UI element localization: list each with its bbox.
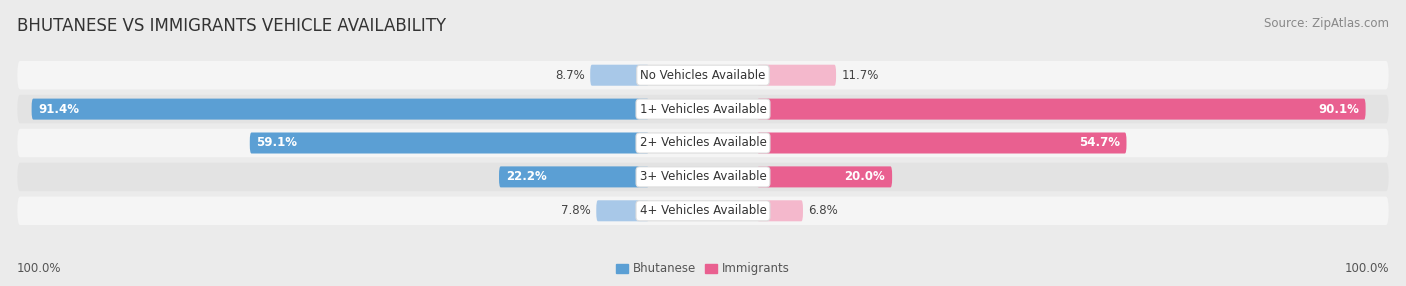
- FancyBboxPatch shape: [756, 166, 893, 187]
- FancyBboxPatch shape: [17, 95, 1389, 123]
- FancyBboxPatch shape: [756, 65, 837, 86]
- Text: 4+ Vehicles Available: 4+ Vehicles Available: [640, 204, 766, 217]
- FancyBboxPatch shape: [31, 99, 650, 120]
- Text: 8.7%: 8.7%: [555, 69, 585, 82]
- Text: 2+ Vehicles Available: 2+ Vehicles Available: [640, 136, 766, 150]
- FancyBboxPatch shape: [591, 65, 650, 86]
- FancyBboxPatch shape: [756, 132, 1126, 154]
- Text: 7.8%: 7.8%: [561, 204, 591, 217]
- Text: 3+ Vehicles Available: 3+ Vehicles Available: [640, 170, 766, 183]
- Text: 54.7%: 54.7%: [1078, 136, 1119, 150]
- Legend: Bhutanese, Immigrants: Bhutanese, Immigrants: [612, 258, 794, 280]
- FancyBboxPatch shape: [17, 129, 1389, 157]
- Text: 91.4%: 91.4%: [38, 103, 79, 116]
- Text: 59.1%: 59.1%: [256, 136, 298, 150]
- Text: BHUTANESE VS IMMIGRANTS VEHICLE AVAILABILITY: BHUTANESE VS IMMIGRANTS VEHICLE AVAILABI…: [17, 17, 446, 35]
- FancyBboxPatch shape: [250, 132, 650, 154]
- Text: 6.8%: 6.8%: [808, 204, 838, 217]
- Text: Source: ZipAtlas.com: Source: ZipAtlas.com: [1264, 17, 1389, 30]
- Text: 11.7%: 11.7%: [841, 69, 879, 82]
- FancyBboxPatch shape: [756, 200, 803, 221]
- FancyBboxPatch shape: [499, 166, 650, 187]
- Text: 90.1%: 90.1%: [1317, 103, 1358, 116]
- FancyBboxPatch shape: [596, 200, 650, 221]
- Text: 1+ Vehicles Available: 1+ Vehicles Available: [640, 103, 766, 116]
- Text: 100.0%: 100.0%: [1344, 262, 1389, 275]
- Text: 22.2%: 22.2%: [506, 170, 547, 183]
- Text: 20.0%: 20.0%: [845, 170, 886, 183]
- Text: 100.0%: 100.0%: [17, 262, 62, 275]
- FancyBboxPatch shape: [17, 163, 1389, 191]
- Text: No Vehicles Available: No Vehicles Available: [640, 69, 766, 82]
- FancyBboxPatch shape: [17, 61, 1389, 90]
- FancyBboxPatch shape: [756, 99, 1365, 120]
- FancyBboxPatch shape: [17, 196, 1389, 225]
